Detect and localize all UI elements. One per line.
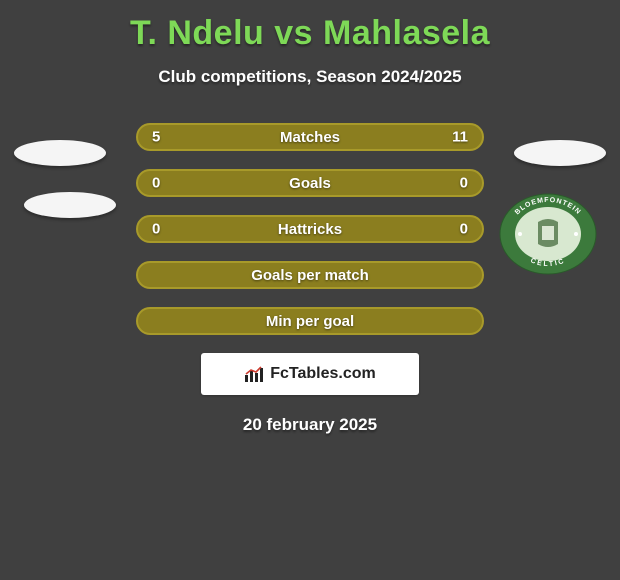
stat-label: Matches xyxy=(280,129,340,146)
stat-label: Goals xyxy=(289,175,331,192)
stat-row-hattricks: 0 Hattricks 0 xyxy=(136,215,484,243)
club-left-badge-placeholder xyxy=(24,192,116,218)
player-left-avatar-placeholder xyxy=(14,140,106,166)
stat-row-goals-per-match: Goals per match xyxy=(136,261,484,289)
stat-right-value: 11 xyxy=(452,129,468,146)
stat-left-value: 0 xyxy=(152,221,160,238)
stat-right-value: 0 xyxy=(460,221,468,238)
fctables-watermark: FcTables.com xyxy=(201,353,419,395)
stat-label: Min per goal xyxy=(266,313,354,330)
club-right-badge: BLOEMFONTEIN CELTIC xyxy=(498,192,598,276)
page-title: T. Ndelu vs Mahlasela xyxy=(0,14,620,53)
fctables-logo: FcTables.com xyxy=(244,365,376,383)
fctables-label: FcTables.com xyxy=(270,365,376,383)
stat-row-matches: 5 Matches 11 xyxy=(136,123,484,151)
comparison-card: T. Ndelu vs Mahlasela Club competitions,… xyxy=(0,14,620,580)
date-line: 20 february 2025 xyxy=(0,415,620,435)
stat-row-min-per-goal: Min per goal xyxy=(136,307,484,335)
stat-label: Goals per match xyxy=(251,267,369,284)
stat-row-goals: 0 Goals 0 xyxy=(136,169,484,197)
player-right-avatar-placeholder xyxy=(514,140,606,166)
page-subtitle: Club competitions, Season 2024/2025 xyxy=(0,67,620,87)
bar-chart-icon xyxy=(244,365,266,383)
stat-right-value: 0 xyxy=(460,175,468,192)
stat-label: Hattricks xyxy=(278,221,342,238)
stat-left-value: 0 xyxy=(152,175,160,192)
stat-left-value: 5 xyxy=(152,129,160,146)
